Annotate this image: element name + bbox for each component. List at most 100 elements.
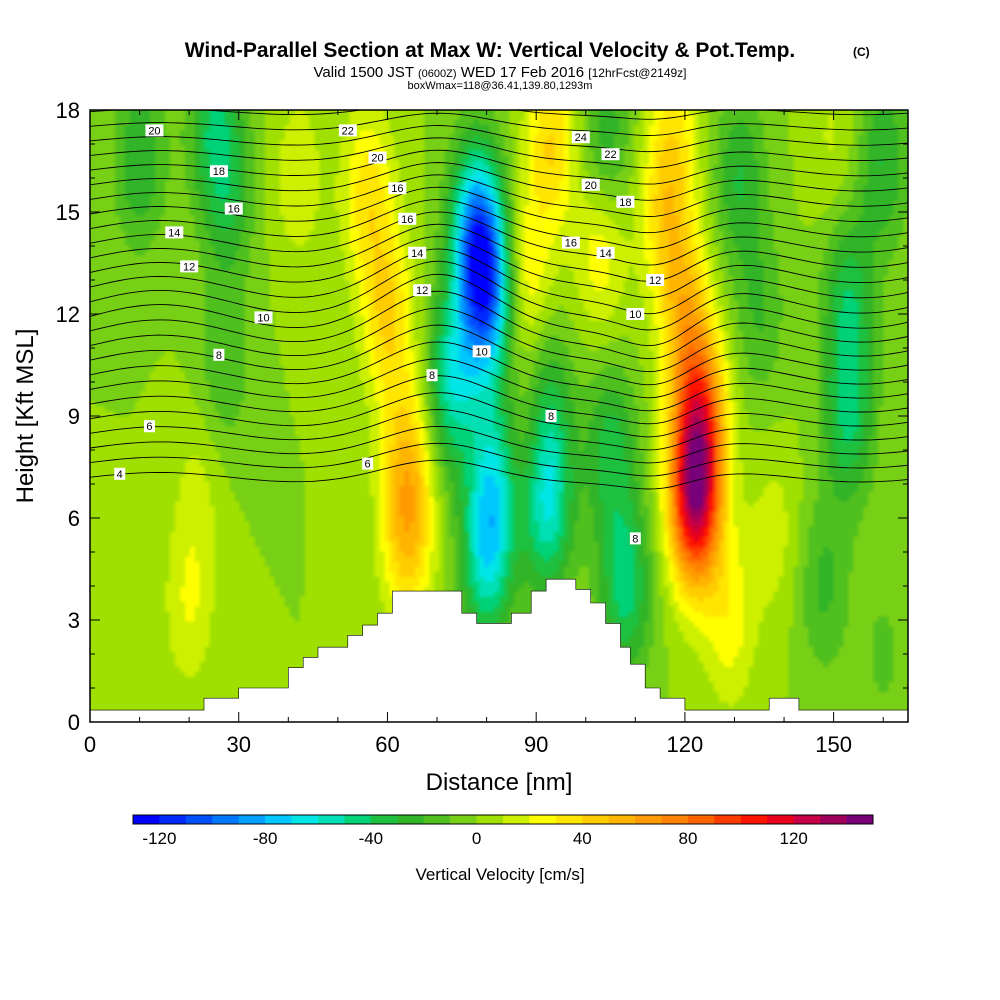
contour-label-text: 4: [117, 469, 123, 481]
colorbar-tick-label: 0: [472, 829, 481, 848]
y-tick-label: 15: [56, 200, 80, 225]
colorbar-swatch: [133, 815, 160, 824]
y-tick-label: 6: [68, 506, 80, 531]
x-tick-label: 120: [667, 732, 704, 757]
contour-label-text: 12: [649, 275, 661, 287]
colorbar-swatch: [582, 815, 610, 824]
y-tick-label: 0: [68, 710, 80, 735]
theta-contour-label: 12: [646, 274, 665, 287]
contour-label-bg: [254, 311, 273, 324]
contour-label-bg: [426, 369, 438, 382]
theta-contours: [90, 110, 908, 490]
colorbar-swatch: [291, 815, 319, 824]
contour-label-text: 12: [183, 261, 195, 273]
theta-contour-label: 6: [362, 457, 374, 471]
contour-label-text: 16: [401, 214, 413, 226]
contour-label-bg: [388, 182, 407, 195]
y-axis-tick-labels: 0 3 6 9 12 15 18: [56, 98, 80, 735]
terrain: [90, 578, 908, 722]
y-axis-label: Height [Kft MSL]: [12, 329, 39, 504]
theta-contour-label: 14: [165, 226, 184, 239]
theta-contour-line: [90, 324, 908, 386]
theta-contour-line: [90, 211, 908, 266]
theta-contour-line: [90, 409, 908, 451]
theta-contour-label: 10: [254, 311, 273, 324]
theta-contour-label: 8: [213, 348, 225, 362]
axis-ticks: [89, 109, 908, 723]
chart-title: Wind-Parallel Section at Max W: Vertical…: [185, 39, 796, 62]
contour-label-text: 22: [342, 125, 354, 137]
contour-label-text: 10: [629, 309, 641, 321]
contour-label-text: 20: [371, 153, 383, 165]
subtitle-date: WED 17 Feb 2016: [461, 64, 584, 81]
colorbar-swatch: [688, 815, 715, 824]
colorbar-swatch: [318, 815, 345, 824]
contour-label-text: 8: [632, 533, 638, 545]
x-tick-label: 60: [375, 732, 399, 757]
theta-contour-label: 14: [596, 246, 615, 260]
theta-contour-label: 12: [180, 260, 199, 273]
contour-label-text: 8: [216, 350, 222, 362]
x-tick-label: 0: [84, 732, 96, 757]
y-tick-label: 18: [56, 98, 80, 123]
y-tick-label: 12: [56, 302, 80, 327]
theta-contour-line: [90, 290, 908, 360]
contour-label-text: 24: [575, 132, 587, 144]
theta-contour-label: 24: [571, 131, 590, 144]
contour-label-text: 22: [604, 149, 616, 161]
theta-contour-label: 16: [388, 182, 407, 195]
colorbar-tick-label: 120: [780, 829, 808, 848]
colorbar-tick-label: 80: [679, 829, 698, 848]
colorbar-swatch: [529, 815, 557, 824]
theta-contour-label: 22: [601, 148, 620, 161]
colorbar-swatch: [423, 815, 451, 824]
contour-label-bg: [472, 345, 491, 358]
subtitle-valid: Valid 1500 JST: [313, 64, 413, 81]
colorbar-swatch: [608, 815, 636, 824]
colorbar-swatch: [635, 815, 662, 824]
colorbar-tick-labels: -120 -80 -40 0 40 80 120: [142, 829, 807, 848]
theta-contour-label: 4: [114, 467, 126, 481]
colorbar-swatch: [740, 815, 768, 824]
colorbar-swatch: [185, 815, 213, 824]
colorbar-tick-label: -40: [359, 829, 384, 848]
contour-label-text: 10: [257, 312, 269, 324]
theta-contour-label: 8: [545, 410, 557, 423]
contour-label-text: 14: [168, 227, 180, 239]
colorbar-label: Vertical Velocity [cm/s]: [415, 865, 584, 884]
theta-contour-label: 20: [368, 151, 387, 165]
theta-contour-line: [90, 162, 908, 201]
colorbar-swatch: [476, 815, 504, 824]
theta-contour-labels: 20 18 16 14 12 10 8 6 4 22 20 16 16 14 12 10 8 6 24 22 20 18 1…: [114, 124, 665, 545]
theta-contour-label: 10: [472, 345, 491, 358]
colorbar-swatch: [265, 815, 292, 824]
theta-contour-line: [90, 425, 908, 464]
contour-label-text: 20: [148, 125, 160, 137]
contour-label-bg: [629, 532, 641, 545]
theta-contour-label: 8: [426, 369, 438, 382]
contour-label-text: 12: [416, 285, 428, 297]
colorbar-tick-label: -80: [253, 829, 278, 848]
theta-contour-line: [90, 375, 908, 425]
theta-contour-line: [90, 125, 908, 153]
contour-label-bg: [646, 274, 665, 286]
colorbar-swatch: [159, 815, 187, 824]
theta-contour-line: [90, 307, 908, 373]
contour-label-text: 8: [429, 370, 435, 382]
contour-label-text: 8: [548, 411, 554, 423]
colorbar-swatch: [238, 815, 266, 824]
contour-label-text: 10: [476, 346, 488, 358]
colorbar-swatch: [846, 815, 874, 824]
chart-subtitle: Valid 1500 JST (0600Z) WED 17 Feb 2016 […: [313, 64, 686, 81]
contour-label-text: 14: [599, 248, 611, 260]
theta-contour-label: 16: [561, 236, 580, 250]
theta-contour-line: [90, 112, 908, 136]
contour-label-text: 18: [619, 197, 631, 209]
colorbar-swatch: [714, 815, 742, 824]
contour-label-bg: [601, 148, 620, 161]
theta-contour-label: 10: [626, 308, 645, 321]
colorbar-swatch: [397, 815, 425, 824]
contour-label-bg: [362, 457, 374, 470]
theta-contour-label: 18: [616, 195, 635, 209]
theta-contour-line: [90, 273, 908, 347]
